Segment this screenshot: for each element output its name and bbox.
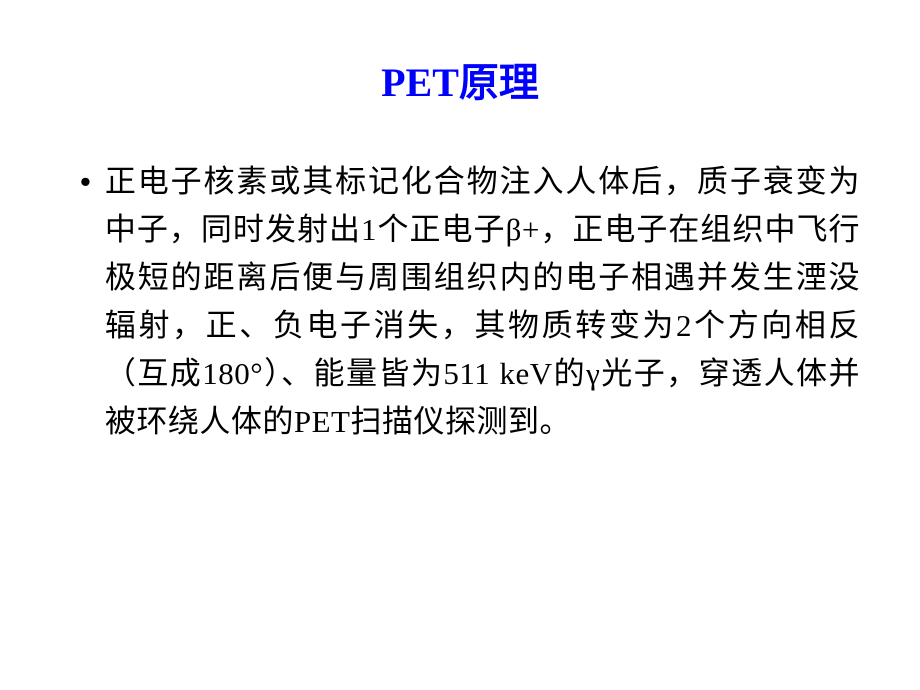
body-text: 正电子核素或其标记化合物注入人体后，质子衰变为中子，同时发射出1个正电子β+，正… xyxy=(105,158,860,446)
bullet-glyph: • xyxy=(80,158,105,206)
bullet-item: • 正电子核素或其标记化合物注入人体后，质子衰变为中子，同时发射出1个正电子β+… xyxy=(80,158,860,446)
slide-title: PET原理 xyxy=(0,50,920,108)
slide-body: • 正电子核素或其标记化合物注入人体后，质子衰变为中子，同时发射出1个正电子β+… xyxy=(0,158,920,446)
slide: PET原理 • 正电子核素或其标记化合物注入人体后，质子衰变为中子，同时发射出1… xyxy=(0,0,920,690)
